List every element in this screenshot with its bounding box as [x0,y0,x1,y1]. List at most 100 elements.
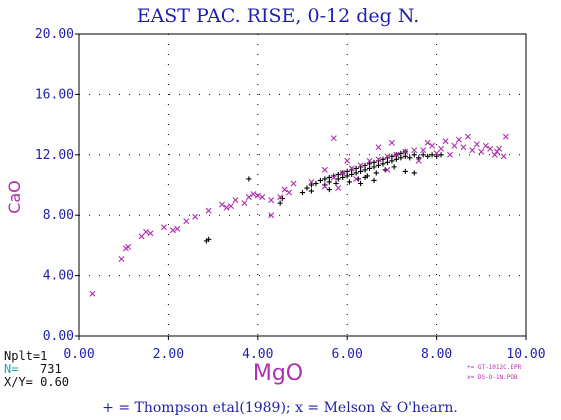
melson-point [447,151,453,158]
melson-point [143,228,150,235]
melson-point [420,147,427,154]
thompson-point [346,179,353,185]
thompson-point [335,176,341,182]
thompson-point [389,153,395,159]
melson-point [259,194,266,201]
thompson-point [246,176,252,182]
thompson-point [429,152,435,158]
melson-point [125,243,132,250]
thompson-point [362,162,368,168]
melson-point [192,213,199,220]
melson-point [493,148,500,155]
melson-point [227,203,234,210]
melson-point [442,138,449,145]
melson-point [348,165,355,172]
chart-title: EAST PAC. RISE, 0-12 deg N. [137,5,420,27]
grid [78,33,527,337]
melson-point [339,169,346,176]
thompson-point [299,189,306,196]
y-axis-label: CaO [5,180,24,214]
thompson-point [371,159,377,165]
melson-point [482,142,489,149]
melson-point [321,183,328,190]
melson-point [147,230,154,237]
melson-point [290,180,297,187]
melson-point [219,201,226,208]
melson-point [496,145,503,152]
y-tick-label: 12.00 [35,148,74,163]
footer-legend: + = Thompson etal(1989); x = Melson & O'… [102,400,458,416]
thompson-point [391,164,397,170]
thompson-point [389,158,395,164]
x-tick-label: 8.00 [421,347,452,362]
melson-point [335,185,342,192]
melson-point [388,139,395,146]
melson-point [393,151,400,158]
melson-point [183,218,190,225]
x-tick-label: 4.00 [242,347,273,362]
thompson-point [411,170,417,176]
thompson-point [398,150,404,156]
thompson-point [402,153,408,159]
melson-point [250,191,257,198]
thompson-point [375,162,382,168]
thompson-point [366,161,373,167]
xy-ratio: X/Y= 0.60 [4,375,69,389]
thompson-point [420,152,426,158]
plot-frame [78,33,527,337]
thompson-point [398,155,404,161]
thompson-point [366,165,373,171]
melson-point [344,157,351,164]
thompson-point [358,168,364,175]
melson-point [268,212,275,219]
melson-point [277,194,284,201]
melson-point [375,156,382,163]
melson-point [174,225,181,232]
melson-point [169,227,176,234]
x-axis-label: MgO [253,361,303,386]
thompson-point [353,165,359,171]
melson-point [138,233,145,240]
melson-point [491,151,498,158]
melson-point [415,157,422,164]
thompson-point [371,177,377,184]
melson-point [118,256,125,262]
melson-point [433,150,440,157]
melson-point [487,145,494,152]
melson-point [330,135,337,142]
melson-point [469,147,476,154]
melson-point [353,175,360,182]
thompson-point [353,170,359,176]
y-tick-label: 16.00 [35,87,74,102]
melson-point [89,290,96,297]
thompson-point [380,161,386,167]
thompson-point [402,168,408,175]
legend-box-line-2: x= DS-O-1N.POB [467,374,518,381]
n-label: N= [4,362,18,376]
melson-point [366,157,373,164]
thompson-point [335,171,341,178]
y-tick-label: 20.00 [35,27,74,42]
thompson-point [206,236,212,242]
y-tick-label: 4.00 [43,269,74,284]
thompson-point [308,188,315,194]
thompson-point [434,153,440,159]
legend-box-line-1: += GT-1012C.EPR [467,364,522,371]
melson-point [464,133,471,140]
thompson-point [344,168,350,175]
melson-point [402,148,409,155]
thompson-point [358,180,364,187]
data-points [89,133,509,297]
thompson-point [326,179,332,185]
thompson-point [317,177,323,184]
melson-point [424,139,431,146]
thompson-point [326,186,332,193]
thompson-point [384,159,391,165]
thompson-point [393,156,399,162]
melson-point [455,136,462,143]
y-ticks: 0.00 4.00 8.00 12.00 16.00 20.00 [35,27,79,344]
thompson-point [362,174,368,181]
melson-point [254,192,261,199]
thompson-point [425,153,431,159]
thompson-point [340,174,346,181]
